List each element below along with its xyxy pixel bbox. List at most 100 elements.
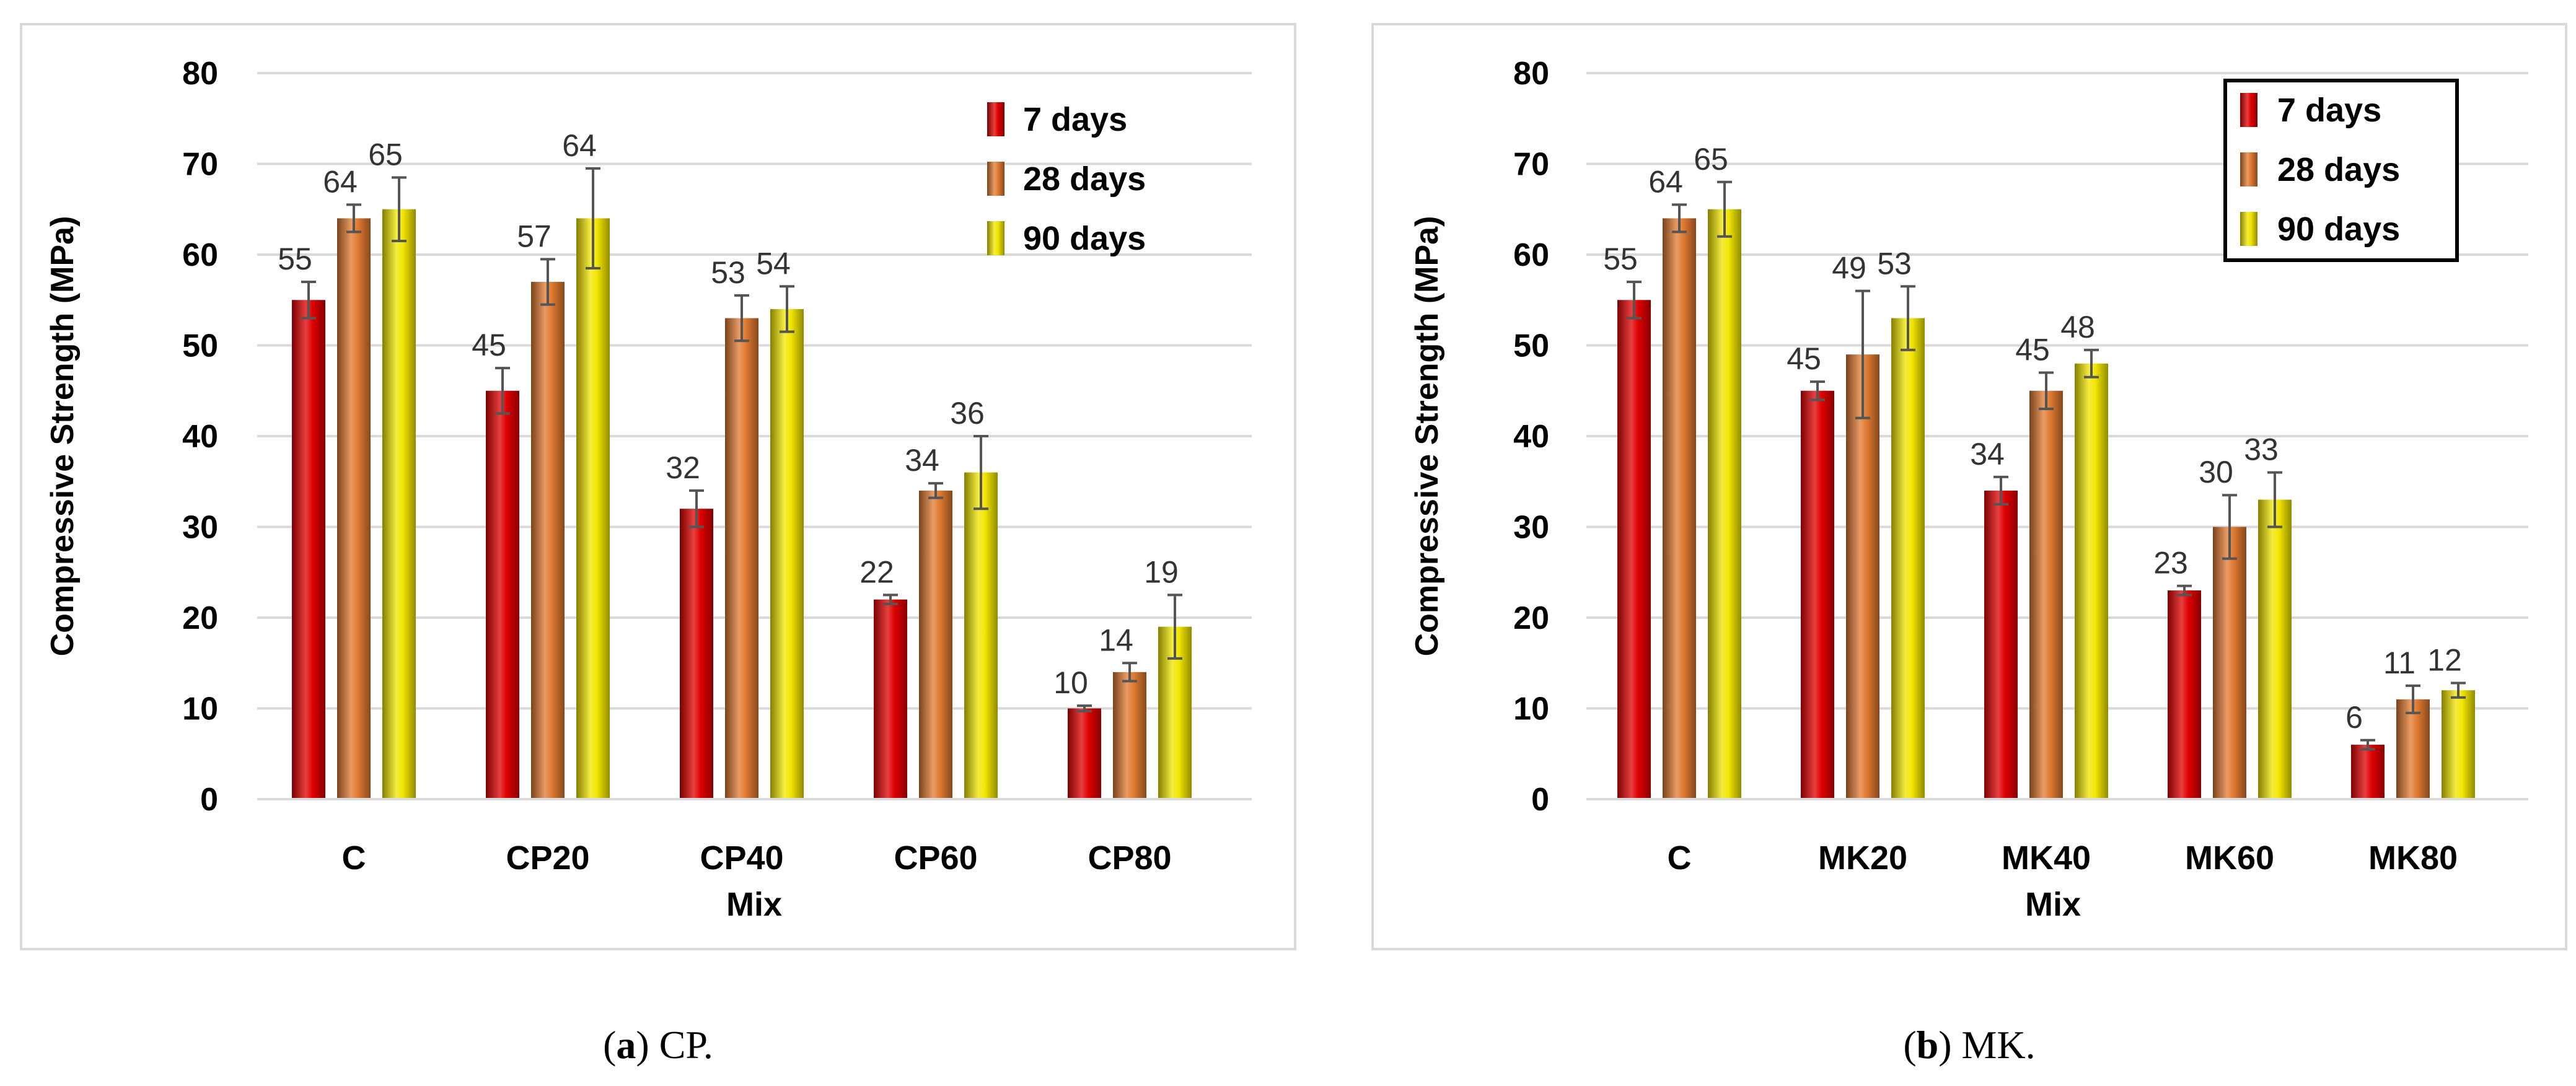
y-tick-label: 80 xyxy=(1513,56,1549,92)
data-label: 19 xyxy=(1144,554,1179,589)
x-tick-label: MK20 xyxy=(1818,839,1907,877)
data-label: 64 xyxy=(323,164,358,199)
y-tick-label: 60 xyxy=(1513,237,1549,273)
bar xyxy=(1891,318,1925,799)
y-tick-label: 70 xyxy=(1513,147,1549,183)
data-label: 53 xyxy=(711,255,745,290)
y-tick-label: 40 xyxy=(1513,419,1549,455)
x-tick-label: CP40 xyxy=(700,839,783,877)
bar xyxy=(1068,708,1101,799)
x-tick-label: C xyxy=(1668,839,1692,877)
data-label: 48 xyxy=(2060,310,2095,344)
data-label: 65 xyxy=(1694,142,1728,177)
data-label: 54 xyxy=(756,246,791,281)
caption-text: CP. xyxy=(659,1023,713,1067)
data-label: 22 xyxy=(859,554,894,589)
x-tick-label: C xyxy=(342,839,366,877)
data-label: 12 xyxy=(2427,642,2462,677)
bar xyxy=(2442,690,2475,799)
x-tick-label: CP80 xyxy=(1088,839,1171,877)
data-label: 23 xyxy=(2153,546,2188,580)
data-label: 6 xyxy=(2345,700,2363,735)
y-tick-label: 0 xyxy=(1531,782,1549,818)
bar xyxy=(1663,218,1696,799)
legend: 7 days 28 days 90 days xyxy=(987,101,1146,257)
y-tick-label: 10 xyxy=(182,691,218,727)
y-tick-label: 0 xyxy=(200,782,218,818)
data-label: 64 xyxy=(1648,164,1683,199)
bar xyxy=(1984,490,2018,799)
legend-label: 90 days xyxy=(2277,211,2400,248)
data-label: 32 xyxy=(666,450,700,485)
data-label: 65 xyxy=(368,137,403,172)
bar xyxy=(919,490,952,799)
data-label: 11 xyxy=(2383,646,2416,680)
data-label: 64 xyxy=(562,128,597,163)
legend-label: 90 days xyxy=(1023,220,1146,257)
data-label: 55 xyxy=(1603,242,1638,276)
bar xyxy=(1617,300,1651,799)
data-label: 57 xyxy=(517,219,552,253)
y-tick-label: 80 xyxy=(182,56,218,92)
x-tick-label: CP60 xyxy=(894,839,977,877)
y-tick-label: 40 xyxy=(182,419,218,455)
legend-label: 28 days xyxy=(1023,160,1146,198)
bar xyxy=(382,209,416,799)
data-label: 55 xyxy=(278,242,312,276)
legend-box xyxy=(2223,79,2459,262)
bar xyxy=(964,472,998,799)
bar xyxy=(725,318,758,799)
caption-letter: a xyxy=(616,1023,636,1067)
bar xyxy=(2168,590,2201,799)
data-label: 36 xyxy=(950,396,985,431)
x-axis-title: Mix xyxy=(726,886,782,923)
legend-label: 7 days xyxy=(2277,92,2381,129)
y-axis-title: Compressive Strength (MPa) xyxy=(45,216,81,657)
y-tick-label: 20 xyxy=(182,600,218,636)
bar xyxy=(1708,209,1741,799)
legend-label: 7 days xyxy=(1023,101,1127,138)
caption-mk: (b) MK. xyxy=(1903,1023,2036,1067)
y-tick-label: 30 xyxy=(1513,510,1549,546)
bar xyxy=(2351,745,2385,799)
legend: 7 days 28 days 90 days xyxy=(2223,79,2459,262)
legend-swatch xyxy=(2240,212,2257,246)
data-label: 34 xyxy=(905,443,939,478)
y-axis-title: Compressive Strength (MPa) xyxy=(1409,216,1445,657)
bar xyxy=(337,218,371,799)
bar xyxy=(1113,672,1146,799)
legend-swatch xyxy=(2240,152,2257,186)
data-label: 30 xyxy=(2199,455,2233,489)
data-label: 45 xyxy=(2015,332,2050,367)
y-tick-label: 50 xyxy=(182,328,218,364)
bar xyxy=(486,390,519,799)
data-label: 49 xyxy=(1832,251,1866,286)
legend-swatch xyxy=(987,102,1004,136)
bar xyxy=(531,281,565,799)
chart-a: 0 10 20 30 40 50 60 70 80 55 64 65 C 45 57 64 CP20 32 53 54… xyxy=(45,56,1252,923)
x-tick-label: CP20 xyxy=(506,839,589,877)
data-label: 53 xyxy=(1877,246,1912,281)
bar xyxy=(680,509,713,799)
legend-swatch xyxy=(2240,93,2257,127)
data-label: 14 xyxy=(1099,623,1133,657)
bar xyxy=(2029,390,2063,799)
y-tick-label: 10 xyxy=(1513,691,1549,727)
x-tick-label: MK60 xyxy=(2185,839,2274,877)
legend-swatch xyxy=(987,162,1004,196)
bar xyxy=(2258,499,2292,799)
bar xyxy=(770,309,804,799)
y-tick-label: 30 xyxy=(182,510,218,546)
caption-letter: b xyxy=(1916,1023,1939,1067)
bar xyxy=(2396,699,2430,799)
bar xyxy=(576,218,610,799)
data-label: 33 xyxy=(2244,432,2279,467)
chart-b: 0 10 20 30 40 50 60 70 80 55 64 65 C 45 49 53 MK20 34 45 48… xyxy=(1409,56,2528,923)
y-tick-label: 60 xyxy=(182,237,218,273)
legend-label: 28 days xyxy=(2277,151,2400,188)
y-tick-label: 70 xyxy=(182,147,218,183)
bar xyxy=(874,599,907,799)
data-label: 10 xyxy=(1053,665,1088,700)
bar xyxy=(2075,363,2108,799)
